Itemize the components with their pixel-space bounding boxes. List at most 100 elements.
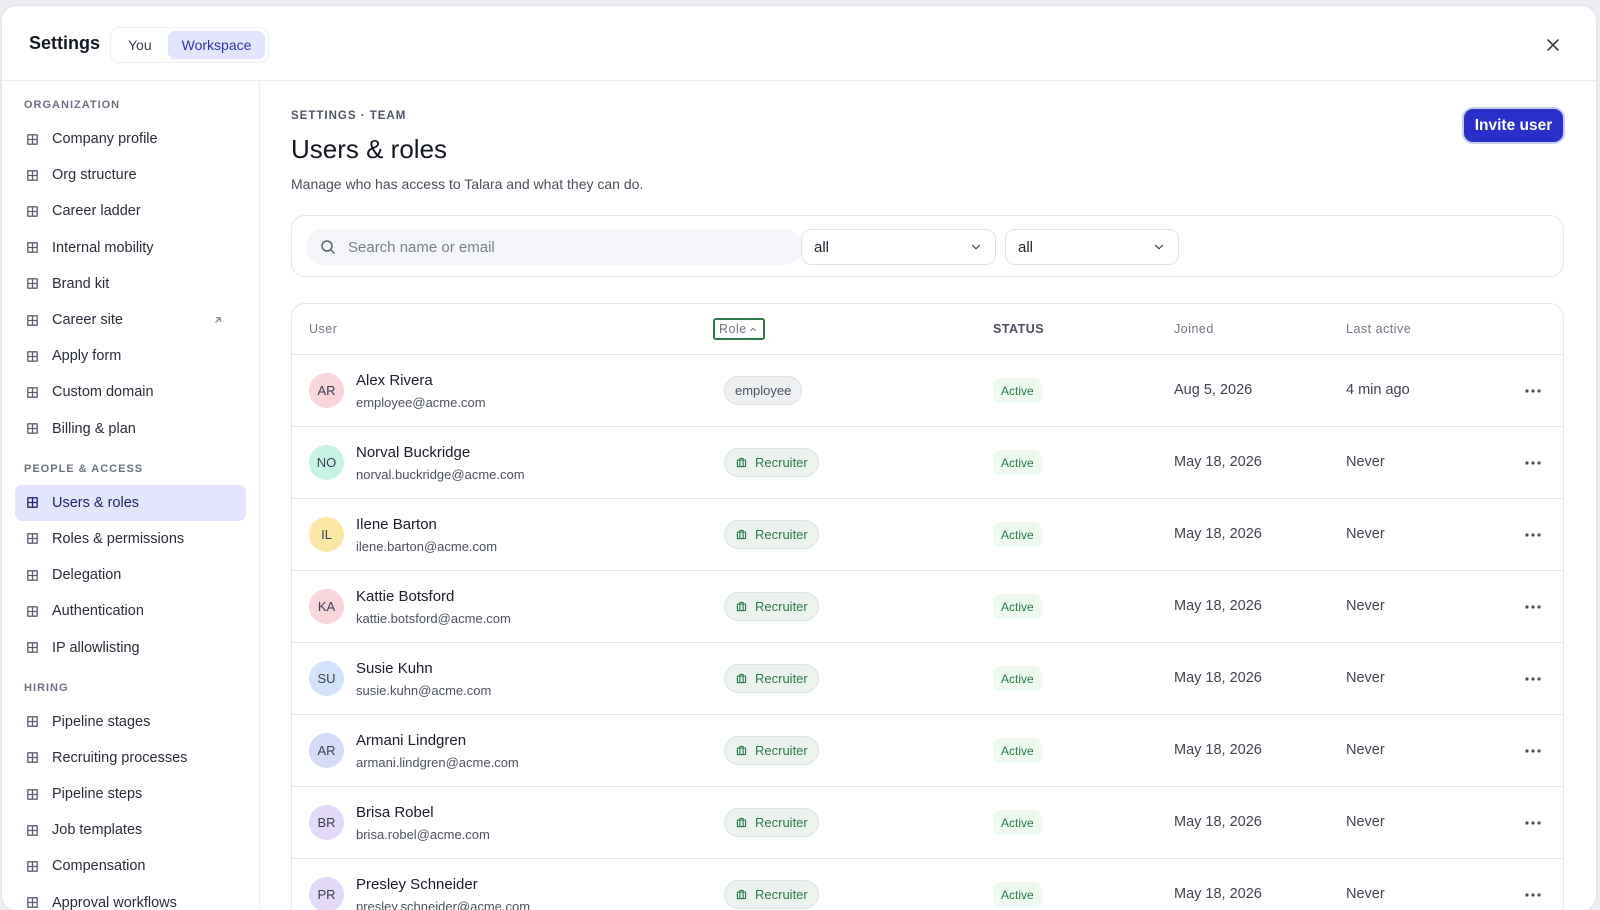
nav-item[interactable]: Authentication xyxy=(15,593,246,629)
role-label: Recruiter xyxy=(755,527,808,542)
column-header[interactable]: STATUS xyxy=(993,304,1044,354)
role-badge: Recruiter xyxy=(724,808,819,837)
user-name: Alex Rivera xyxy=(356,372,433,389)
scope-tab[interactable]: Workspace xyxy=(167,31,266,59)
user-email: brisa.robel@acme.com xyxy=(356,827,490,842)
role-label: Recruiter xyxy=(755,455,808,470)
user-email: norval.buckridge@acme.com xyxy=(356,467,525,482)
row-menu[interactable] xyxy=(1520,523,1546,547)
nav-icon xyxy=(27,897,38,908)
nav-item[interactable]: Roles & permissions xyxy=(15,521,246,557)
column-header[interactable]: Joined xyxy=(1174,304,1214,354)
section-title: HIRING xyxy=(24,681,69,694)
nav-icon xyxy=(27,387,38,398)
menu-dot xyxy=(1531,893,1535,897)
nav-icon-shape xyxy=(27,861,38,872)
menu-dot xyxy=(1531,677,1535,681)
row-menu[interactable] xyxy=(1520,883,1546,907)
role-label: employee xyxy=(735,383,792,398)
role-icon-shape xyxy=(736,673,747,684)
nav-item[interactable]: Career site xyxy=(15,302,246,338)
menu-dot xyxy=(1525,533,1529,537)
nav-icon xyxy=(27,206,38,217)
menu-dot xyxy=(1531,749,1535,753)
column-label: STATUS xyxy=(993,322,1045,336)
column-header[interactable]: User xyxy=(309,304,337,354)
menu-dot xyxy=(1525,893,1529,897)
settings-window: Settings You Workspace ORGANIZATION Compan… xyxy=(2,6,1596,910)
nav-icon-shape xyxy=(27,752,38,764)
user-name: Ilene Barton xyxy=(356,516,437,533)
nav-label: Pipeline steps xyxy=(52,786,143,803)
nav-item[interactable]: Internal mobility xyxy=(15,230,246,266)
nav-item[interactable]: Apply form xyxy=(15,338,246,374)
close-button[interactable] xyxy=(1542,34,1564,56)
status-badge: Active xyxy=(993,810,1042,835)
nav-icon xyxy=(27,788,38,800)
row-menu[interactable] xyxy=(1520,595,1546,619)
nav-item[interactable]: Billing & plan xyxy=(15,411,246,447)
users-table: User Role STATUS Joined Last active AR Alex Ri… xyxy=(291,303,1564,910)
column-header[interactable]: Last active xyxy=(1346,304,1411,354)
role-label: Recruiter xyxy=(755,743,808,758)
search-icon xyxy=(321,240,335,254)
menu-dot xyxy=(1531,461,1535,465)
role-label: Recruiter xyxy=(755,599,808,614)
joined-date: May 18, 2026 xyxy=(1174,886,1262,902)
menu-dot xyxy=(1525,461,1529,465)
user-row: KA Kattie Botsford kattie.botsford@acme.co… xyxy=(292,570,1563,642)
nav-icon xyxy=(27,533,38,545)
avatar: AR xyxy=(309,733,344,768)
column-header[interactable]: Role xyxy=(713,318,765,340)
row-menu[interactable] xyxy=(1520,667,1546,691)
role-icon-shape xyxy=(736,817,747,828)
user-email: armani.lindgren@acme.com xyxy=(356,755,519,770)
sort-asc-icon-shape xyxy=(749,327,756,332)
scope-tab[interactable]: You xyxy=(128,37,152,53)
avatar: AR xyxy=(309,373,344,408)
user-email: presley.schneider@acme.com xyxy=(356,899,531,910)
nav-item[interactable]: Pipeline stages xyxy=(15,704,246,740)
nav-item[interactable]: Org structure xyxy=(15,157,246,193)
nav-item[interactable]: IP allowlisting xyxy=(15,629,246,665)
nav-item[interactable]: Custom domain xyxy=(15,374,246,410)
nav-item[interactable]: Recruiting processes xyxy=(15,740,246,776)
role-icon xyxy=(736,601,747,612)
nav-item[interactable]: Pipeline steps xyxy=(15,776,246,812)
row-menu[interactable] xyxy=(1520,739,1546,763)
menu-dot xyxy=(1537,605,1541,609)
invite-button[interactable]: Invite user xyxy=(1464,109,1563,142)
nav-icon-shape xyxy=(27,387,38,398)
nav-label: Apply form xyxy=(52,348,122,365)
role-icon xyxy=(736,889,747,900)
row-menu[interactable] xyxy=(1520,451,1546,475)
nav-item[interactable]: Users & roles xyxy=(15,484,246,521)
row-menu[interactable] xyxy=(1520,379,1546,403)
nav-item[interactable]: Compensation xyxy=(15,848,246,884)
menu-dot xyxy=(1531,533,1535,537)
nav-item[interactable]: Career ladder xyxy=(15,193,246,229)
last-active: Never xyxy=(1346,670,1385,686)
filter-value: all xyxy=(814,238,830,256)
role-badge: employee xyxy=(724,376,803,405)
nav-item[interactable]: Job templates xyxy=(15,812,246,848)
nav-item[interactable]: Brand kit xyxy=(15,266,246,302)
role-icon xyxy=(736,457,747,468)
user-row: AR Armani Lindgren armani.lindgren@acme.co… xyxy=(292,714,1563,786)
nav-item[interactable]: Approval workflows xyxy=(15,885,246,910)
role-icon xyxy=(736,673,747,684)
filter-select[interactable]: all xyxy=(1005,229,1179,265)
role-label: Recruiter xyxy=(755,887,808,902)
menu-dot xyxy=(1537,893,1541,897)
nav-item[interactable]: Company profile xyxy=(15,121,246,157)
sidebar: ORGANIZATION Company profile Org structure… xyxy=(2,81,260,910)
row-menu[interactable] xyxy=(1520,811,1546,835)
nav-item[interactable]: Delegation xyxy=(15,557,246,593)
filter-select[interactable]: all xyxy=(801,229,996,265)
joined-date: Aug 5, 2026 xyxy=(1174,382,1253,398)
status-badge: Active xyxy=(993,666,1042,691)
role-badge: Recruiter xyxy=(724,520,819,549)
status-badge: Active xyxy=(993,738,1042,763)
search-input[interactable]: Search name or email xyxy=(306,229,803,265)
avatar: KA xyxy=(309,589,344,624)
